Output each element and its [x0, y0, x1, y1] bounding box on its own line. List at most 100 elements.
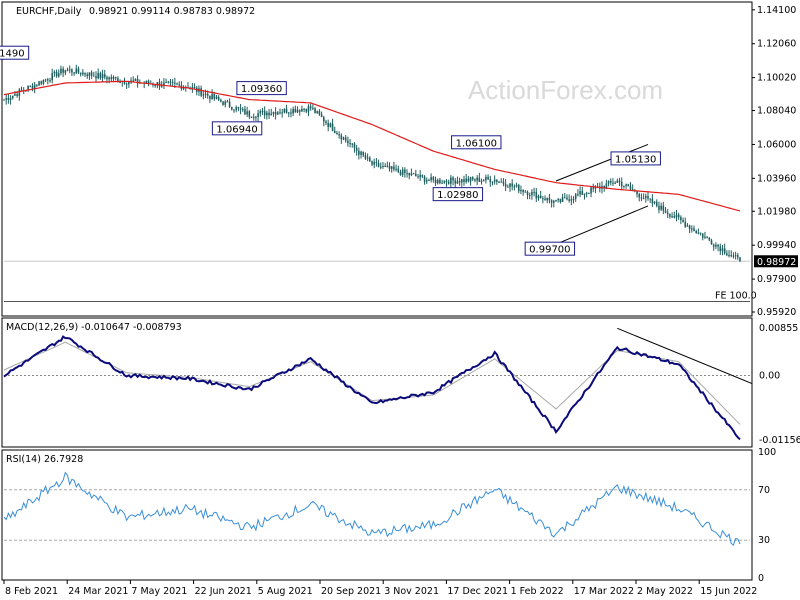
- current-price-tag: [754, 255, 798, 268]
- candle-body: [53, 71, 56, 74]
- rsi-layer: [3, 471, 750, 547]
- candle-body: [728, 255, 730, 257]
- candle-body: [673, 216, 676, 218]
- candle-body: [419, 174, 421, 178]
- candle-body: [347, 140, 349, 144]
- candle-body: [415, 173, 417, 177]
- candle-body: [224, 101, 227, 105]
- candle-body: [351, 143, 354, 145]
- candle-body: [217, 96, 220, 100]
- candle-body: [108, 77, 110, 80]
- candle-body: [653, 201, 656, 204]
- candle-body: [436, 179, 439, 184]
- candle-body: [384, 166, 386, 168]
- candle-body: [82, 72, 84, 75]
- candle-body: [520, 189, 522, 192]
- candle-body: [691, 228, 693, 230]
- candle-body: [373, 161, 375, 165]
- candle-body: [498, 181, 500, 183]
- candle-body: [645, 195, 647, 199]
- candle-body: [671, 216, 673, 218]
- candle-body: [465, 178, 467, 182]
- candle-body: [454, 180, 457, 184]
- candle-body: [235, 107, 237, 110]
- candle-body: [655, 201, 658, 206]
- candle-body: [27, 85, 29, 91]
- candle-body: [342, 137, 345, 140]
- candle-body: [471, 177, 474, 180]
- rsi-tick-label: 0: [758, 573, 764, 584]
- candle-body: [49, 80, 51, 82]
- candle-body: [237, 107, 240, 109]
- candle-body: [572, 198, 575, 200]
- candle-body: [167, 81, 170, 83]
- candle-body: [316, 111, 319, 114]
- candle-body: [318, 111, 321, 115]
- candle-body: [677, 214, 680, 218]
- candle-body: [629, 186, 632, 190]
- candle-body: [134, 78, 137, 81]
- candle-body: [535, 191, 538, 199]
- candle-body: [461, 179, 463, 183]
- rsi-tick-label: 30: [758, 535, 770, 546]
- candle-body: [649, 198, 651, 200]
- candle-body: [156, 82, 159, 86]
- candle-body: [581, 191, 584, 195]
- candle-body: [544, 198, 546, 201]
- candle-body: [452, 177, 454, 181]
- candle-body: [570, 199, 573, 201]
- candle-body: [340, 135, 343, 140]
- x-tick-label: 8 Feb 2021: [5, 586, 58, 597]
- candle-body: [272, 111, 275, 114]
- price-tick-label: 1.14100: [757, 5, 796, 16]
- candle-body: [11, 95, 14, 99]
- candle-body: [737, 255, 739, 258]
- candle-body: [710, 240, 713, 245]
- candle-body: [732, 255, 735, 257]
- price-annotation-box: [211, 121, 263, 136]
- price-annotation-label: 1.09360: [241, 84, 282, 95]
- candle-body: [706, 236, 708, 238]
- candle-body: [136, 78, 139, 84]
- macd-header: MACD(12,26,9) -0.010647 -0.008793: [6, 322, 182, 333]
- candle-body: [16, 94, 18, 96]
- candle-body: [660, 205, 662, 210]
- candle-body: [693, 228, 695, 232]
- x-tick-label: 20 Sep 2021: [321, 586, 381, 597]
- candle-body: [557, 198, 559, 201]
- candle-body: [388, 165, 391, 169]
- watermark: ActionForex.com: [468, 75, 663, 105]
- candle-body: [353, 143, 356, 149]
- candle-body: [680, 217, 682, 220]
- candle-body: [228, 101, 231, 108]
- candle-body: [517, 185, 520, 192]
- axis-layer: 1.14100 1.12060 1.10020 1.08040 1.06000 1.039…: [3, 5, 800, 597]
- candle-body: [379, 166, 382, 168]
- candle-body: [603, 185, 605, 189]
- candle-body: [528, 194, 531, 196]
- candle-body: [344, 137, 347, 141]
- current-price-label: 0.98972: [757, 257, 796, 268]
- candle-body: [605, 183, 608, 189]
- candle-body: [106, 77, 108, 80]
- candle-body: [294, 108, 297, 113]
- candle-body: [233, 109, 235, 111]
- price-annotation-box: [524, 241, 576, 256]
- candle-body: [553, 200, 555, 203]
- candle-body: [524, 191, 527, 193]
- candle-body: [445, 180, 448, 182]
- candle-body: [222, 101, 224, 105]
- candle-body: [248, 111, 251, 117]
- candle-body: [364, 155, 367, 159]
- candle-body: [90, 72, 93, 76]
- candle-body: [9, 98, 12, 100]
- candle-body: [531, 191, 533, 196]
- candle-body: [509, 183, 511, 188]
- candle-body: [712, 244, 715, 247]
- candle-body: [250, 116, 253, 118]
- candle-body: [456, 181, 459, 184]
- candle-body: [239, 108, 242, 110]
- candle-body: [255, 116, 257, 118]
- candle-body: [29, 85, 32, 87]
